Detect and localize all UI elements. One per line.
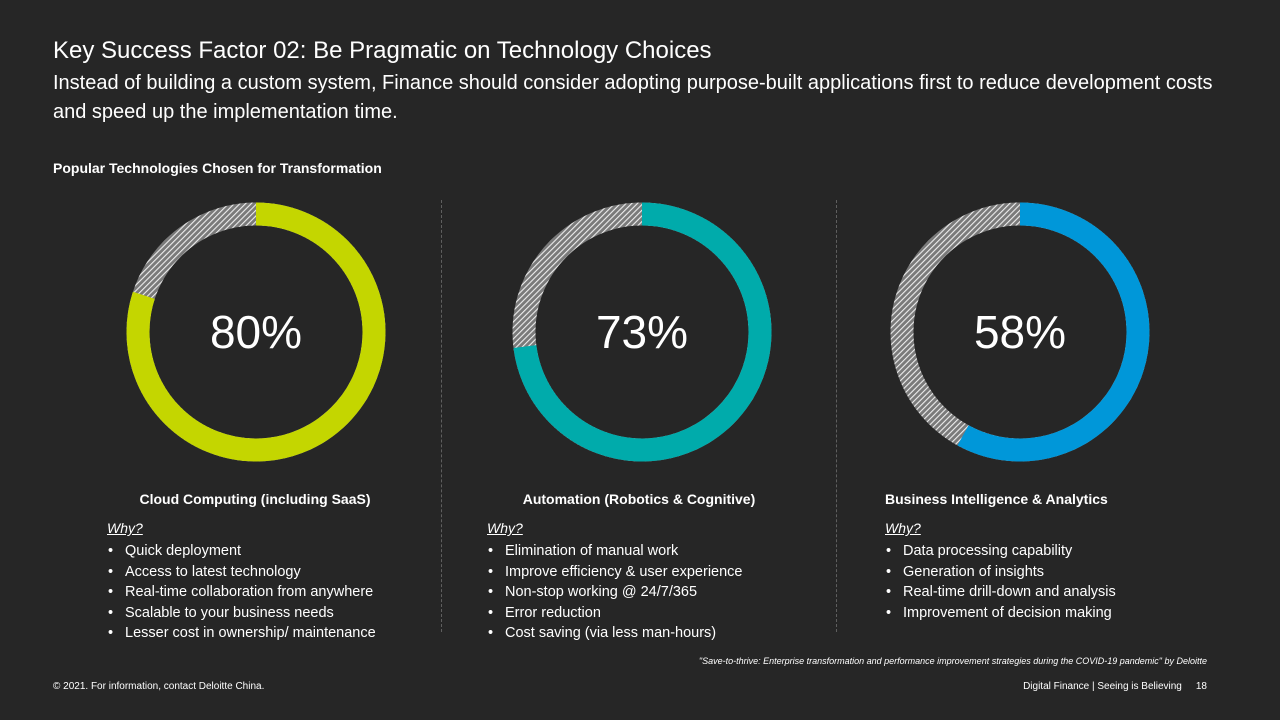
column-divider	[836, 200, 837, 632]
why-label: Why?	[107, 520, 143, 536]
section-label: Popular Technologies Chosen for Transfor…	[53, 160, 382, 176]
donut-chart-cloud: 80%	[124, 200, 388, 464]
card-title: Business Intelligence & Analytics	[885, 491, 1108, 507]
list-item: Lesser cost in ownership/ maintenance	[107, 623, 376, 644]
donut-value: 73%	[595, 306, 689, 358]
list-item: Elimination of manual work	[487, 541, 743, 562]
donut-chart-bi: 58%	[888, 200, 1152, 464]
donut-value: 80%	[209, 306, 303, 358]
donut-value: 58%	[973, 306, 1067, 358]
benefit-list: Quick deployment Access to latest techno…	[107, 541, 376, 644]
donut-svg	[126, 202, 386, 462]
donut-value-arc	[512, 202, 772, 462]
donut-value-arc	[126, 202, 386, 462]
list-item: Quick deployment	[107, 541, 376, 562]
list-item: Improve efficiency & user experience	[487, 562, 743, 583]
list-item: Improvement of decision making	[885, 603, 1116, 624]
slide-subtitle: Instead of building a custom system, Fin…	[53, 72, 1213, 123]
card-title: Automation (Robotics & Cognitive)	[522, 491, 756, 507]
list-item: Non-stop working @ 24/7/365	[487, 582, 743, 603]
benefit-list: Elimination of manual work Improve effic…	[487, 541, 743, 644]
list-item: Error reduction	[487, 603, 743, 624]
list-item: Scalable to your business needs	[107, 603, 376, 624]
donut-value-arc	[890, 202, 1150, 462]
column-divider	[441, 200, 442, 632]
card-title: Cloud Computing (including SaaS)	[139, 491, 371, 507]
list-item: Generation of insights	[885, 562, 1116, 583]
why-label: Why?	[885, 520, 921, 536]
donut-svg	[890, 202, 1150, 462]
list-item: Real-time collaboration from anywhere	[107, 582, 376, 603]
page-number: 18	[1195, 681, 1207, 692]
donut-svg	[512, 202, 772, 462]
slide-title: Key Success Factor 02: Be Pragmatic on T…	[53, 37, 712, 64]
donut-chart-automation: 73%	[510, 200, 774, 464]
footer-right: Digital Finance | Seeing is Believing 18	[1023, 681, 1207, 692]
list-item: Access to latest technology	[107, 562, 376, 583]
list-item: Cost saving (via less man-hours)	[487, 623, 743, 644]
benefit-list: Data processing capability Generation of…	[885, 541, 1116, 623]
list-item: Real-time drill-down and analysis	[885, 582, 1116, 603]
footer-tagline: Digital Finance | Seeing is Believing	[1023, 681, 1182, 692]
copyright-text: © 2021. For information, contact Deloitt…	[53, 681, 265, 692]
why-label: Why?	[487, 520, 523, 536]
list-item: Data processing capability	[885, 541, 1116, 562]
source-citation: "Save-to-thrive: Enterprise transformati…	[698, 656, 1207, 666]
